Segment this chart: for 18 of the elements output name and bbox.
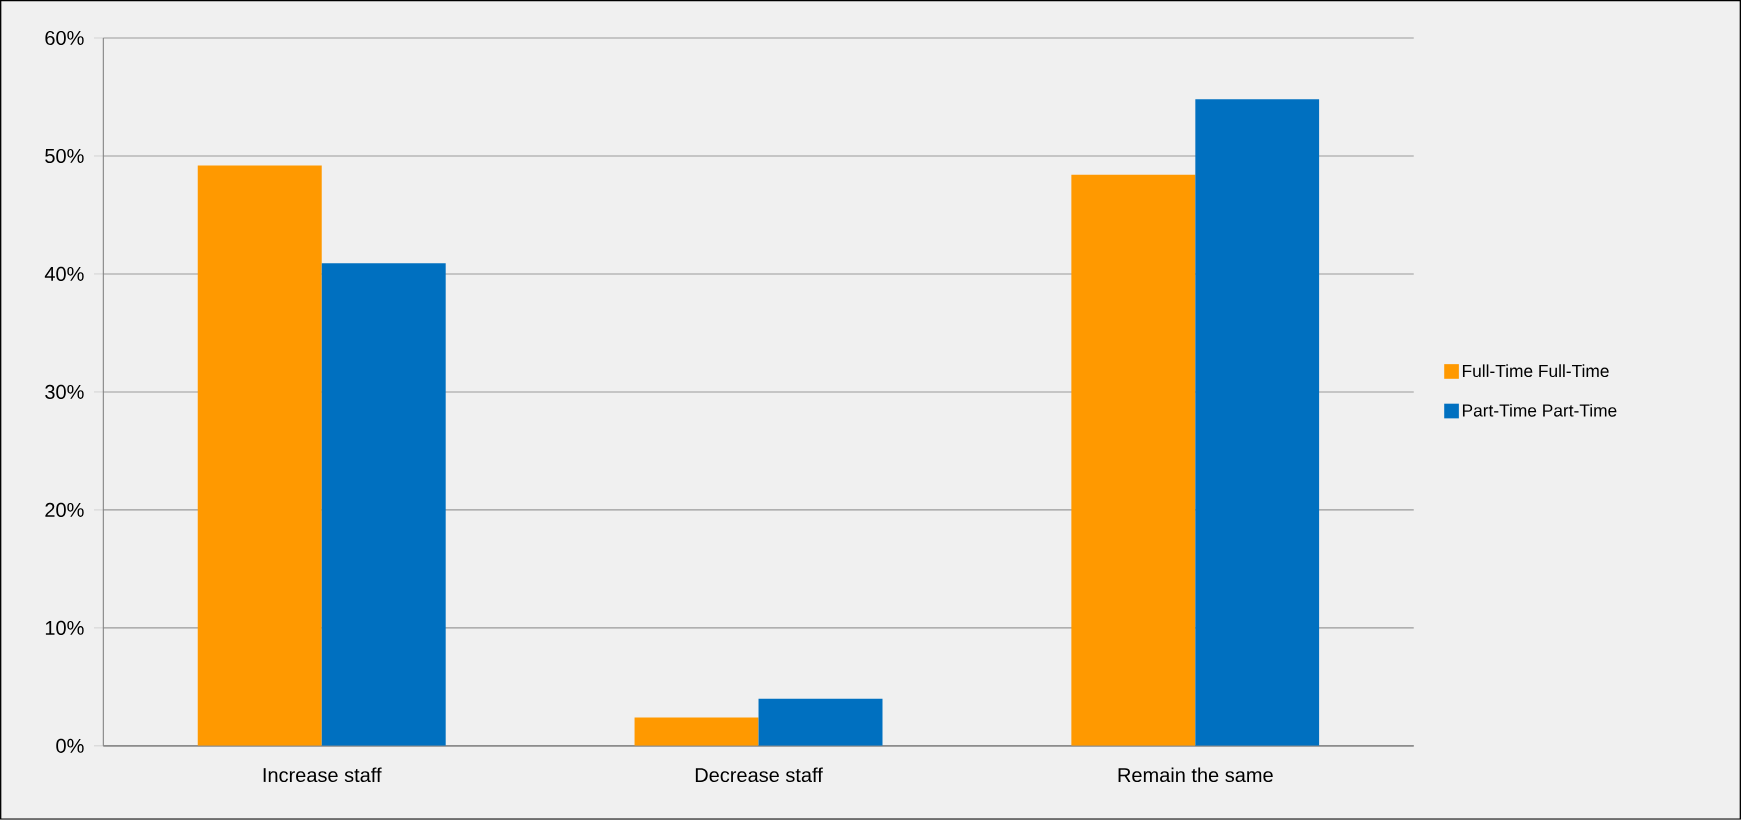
- y-tick-label: 50%: [45, 148, 84, 164]
- bar: [634, 717, 759, 746]
- bar: [321, 263, 446, 746]
- bar: [758, 698, 883, 746]
- y-tick-label: 40%: [44, 266, 84, 282]
- legend-label: Part-Time Part-Time: [1462, 403, 1617, 417]
- legend-label: Full-Time Full-Time: [1462, 364, 1609, 378]
- y-tick-label: 0%: [56, 738, 84, 753]
- y-tick-label: 20%: [45, 502, 84, 518]
- y-tick-label: 30%: [45, 384, 84, 400]
- bar: [1195, 99, 1320, 746]
- x-tick-label: Decrease staff: [695, 767, 823, 783]
- bar: [1071, 174, 1196, 746]
- y-tick-label: 10%: [45, 620, 84, 636]
- bar: [197, 165, 322, 746]
- x-tick-label: Remain the same: [1118, 767, 1273, 783]
- x-tick-label: Increase staff: [263, 767, 382, 783]
- y-tick-label: 60%: [45, 30, 84, 46]
